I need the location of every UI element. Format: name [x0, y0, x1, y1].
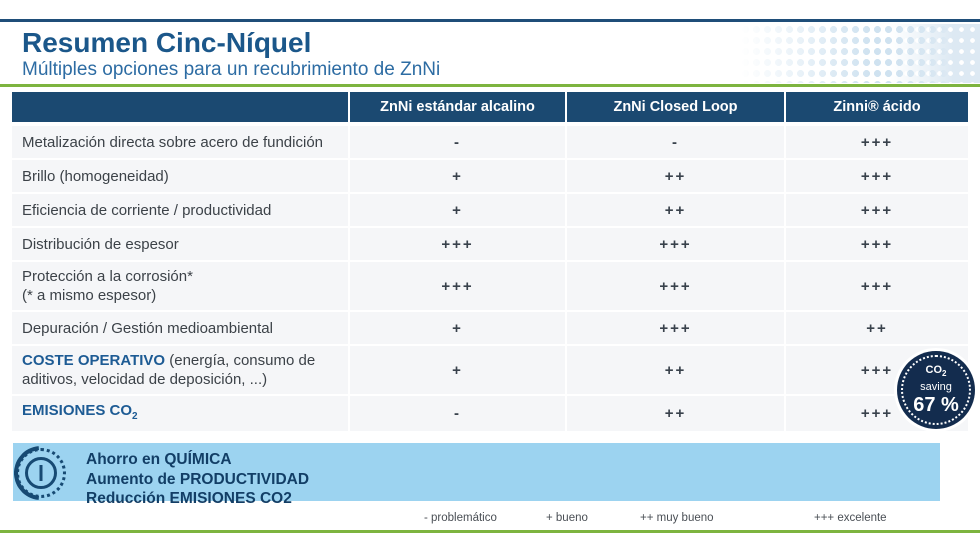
cell-value: + — [350, 194, 565, 226]
column-header-zinni-acido: Zinni® ácido — [786, 92, 968, 122]
gauge-icon-inner-ring — [25, 457, 57, 489]
legend-problematico: - problemático — [424, 512, 497, 524]
cell-value: +++ — [567, 228, 784, 260]
co2-saving-badge: CO2 saving 67 % — [897, 351, 975, 429]
cell-value: +++ — [786, 160, 968, 192]
page-subtitle: Múltiples opciones para un recubrimiento… — [22, 59, 441, 80]
gauge-icon-needle — [39, 465, 43, 481]
badge-co2-label: CO2 — [925, 364, 947, 379]
cell-value: +++ — [786, 228, 968, 260]
column-header-znni-closed-loop: ZnNi Closed Loop — [567, 92, 784, 122]
badge-value: 67 % — [913, 393, 959, 416]
banner-line-productividad: Aumento de PRODUCTIVIDAD — [86, 470, 310, 488]
highlight-banner-text: Ahorro en QUÍMICA Aumento de PRODUCTIVID… — [86, 450, 309, 509]
column-header-blank — [12, 92, 348, 122]
green-divider-top — [0, 84, 980, 87]
top-divider — [0, 19, 980, 22]
cell-value: + — [350, 346, 565, 394]
row-label: Depuración / Gestión medioambiental — [12, 312, 348, 344]
legend-excelente: +++ excelente — [814, 512, 887, 524]
row-label: Protección a la corrosión* (* a mismo esp… — [12, 262, 348, 310]
cell-value: ++ — [567, 194, 784, 226]
cell-value: +++ — [350, 262, 565, 310]
banner-line-quimica: Ahorro en QUÍMICA — [86, 451, 232, 468]
cell-value: - — [350, 126, 565, 158]
row-label: Brillo (homogeneidad) — [12, 160, 348, 192]
row-label: EMISIONES CO2 — [12, 396, 348, 431]
cell-value: +++ — [786, 194, 968, 226]
cell-value: ++ — [567, 396, 784, 431]
cell-value: +++ — [567, 262, 784, 310]
banner-line-emisiones: Reducción EMISIONES CO2 — [86, 490, 292, 507]
green-divider-bottom — [0, 530, 980, 533]
cell-value: + — [350, 160, 565, 192]
cell-value: ++ — [786, 312, 968, 344]
cell-value: +++ — [786, 126, 968, 158]
cell-value: - — [567, 126, 784, 158]
column-header-znni-alcalino: ZnNi estándar alcalino — [350, 92, 565, 122]
badge-saving-label: saving — [920, 380, 952, 393]
gauge-icon — [2, 434, 80, 512]
row-label: Distribución de espesor — [12, 228, 348, 260]
legend-bueno: + bueno — [546, 512, 588, 524]
row-label: COSTE OPERATIVO (energía, consumo de adi… — [12, 346, 348, 394]
cell-value: - — [350, 396, 565, 431]
cell-value: +++ — [786, 262, 968, 310]
gauge-icon-dotted-ring — [16, 448, 66, 498]
halftone-sparkle-decoration — [890, 24, 980, 83]
comparison-table: ZnNi estándar alcalino ZnNi Closed Loop … — [12, 92, 968, 431]
cell-value: + — [350, 312, 565, 344]
row-label: Eficiencia de corriente / productividad — [12, 194, 348, 226]
cell-value: +++ — [567, 312, 784, 344]
page-title: Resumen Cinc-Níquel — [22, 27, 312, 58]
legend-muy-bueno: ++ muy bueno — [640, 512, 714, 524]
cell-value: ++ — [567, 160, 784, 192]
row-label: Metalización directa sobre acero de fund… — [12, 126, 348, 158]
cell-value: +++ — [350, 228, 565, 260]
cell-value: ++ — [567, 346, 784, 394]
highlight-banner — [13, 443, 940, 501]
